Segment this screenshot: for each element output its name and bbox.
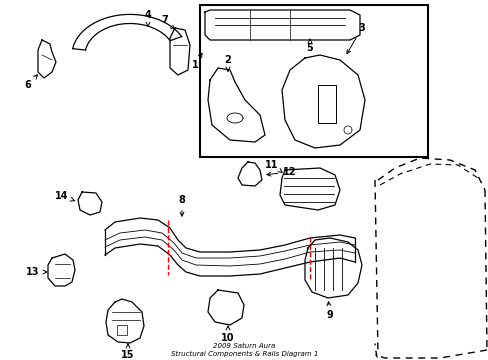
Text: 9: 9 [326, 302, 333, 320]
Text: 12: 12 [266, 167, 296, 177]
Bar [317, 85, 335, 123]
Text: 15: 15 [121, 344, 135, 360]
Bar [117, 325, 127, 335]
Text: 11: 11 [264, 160, 282, 172]
Text: 4: 4 [144, 10, 151, 26]
Text: 13: 13 [26, 267, 47, 277]
Text: 5: 5 [306, 39, 313, 53]
Text: 7: 7 [162, 15, 174, 29]
Text: 3: 3 [346, 23, 365, 54]
Text: 14: 14 [55, 191, 74, 201]
Text: 2: 2 [224, 55, 231, 71]
Bar [200, 5, 427, 157]
Text: 6: 6 [24, 75, 37, 90]
Text: 2009 Saturn Aura
Structural Components & Rails Diagram 1: 2009 Saturn Aura Structural Components &… [170, 343, 318, 356]
Text: 10: 10 [221, 326, 234, 343]
Text: 8: 8 [178, 195, 185, 216]
Text: 1: 1 [191, 53, 202, 70]
